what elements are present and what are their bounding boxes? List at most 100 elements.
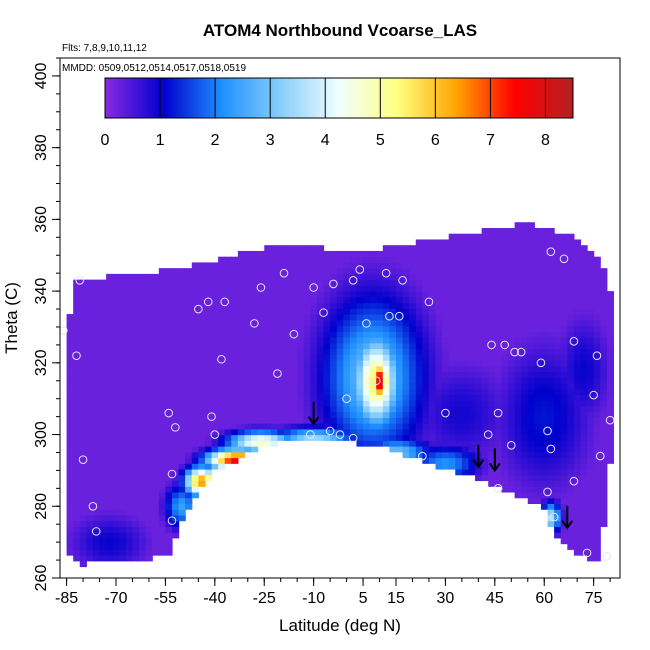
- heatmap-cell: [521, 325, 529, 332]
- heatmap-cell: [455, 354, 463, 361]
- heatmap-cell: [382, 256, 391, 264]
- heatmap-cell: [488, 268, 496, 275]
- heatmap-cell: [573, 423, 582, 430]
- heatmap-cell: [521, 400, 529, 407]
- heatmap-cell: [152, 440, 160, 447]
- heatmap-cell: [527, 434, 535, 441]
- heatmap-cell: [409, 405, 417, 413]
- heatmap-cell: [428, 239, 437, 246]
- heatmap-cell: [139, 377, 147, 384]
- observation-point: [355, 265, 365, 274]
- heatmap-cell: [316, 342, 325, 350]
- heatmap-cell: [376, 250, 384, 258]
- heatmap-cell: [540, 256, 549, 264]
- heatmap-cell: [356, 331, 364, 338]
- heatmap-cell: [145, 388, 153, 395]
- heatmap-cell: [204, 451, 213, 459]
- heatmap-cell: [132, 382, 140, 390]
- heatmap-cell: [560, 256, 568, 264]
- heatmap-cell: [191, 359, 199, 367]
- heatmap-cell: [323, 325, 331, 332]
- observation-point: [75, 276, 85, 285]
- heatmap-cell: [488, 233, 496, 241]
- heatmap-cell: [402, 314, 410, 321]
- heatmap-cell: [501, 354, 509, 361]
- observation-point: [220, 297, 230, 307]
- heatmap-cell: [349, 377, 358, 384]
- heatmap-cell: [172, 308, 180, 315]
- observation-point: [559, 254, 569, 264]
- heatmap-cell: [580, 549, 588, 556]
- heatmap-cell: [540, 227, 549, 235]
- heatmap-cell: [218, 417, 226, 424]
- heatmap-cell: [475, 359, 483, 367]
- colorbar-swatch: [190, 78, 194, 118]
- heatmap-cell: [363, 365, 371, 373]
- heatmap-cell: [442, 428, 450, 436]
- heatmap-cell: [112, 325, 120, 332]
- y-tick-label: 260: [33, 565, 50, 592]
- observation-point: [167, 516, 177, 525]
- heatmap-cell: [79, 491, 87, 499]
- heatmap-cell: [435, 262, 443, 269]
- heatmap-cell: [540, 411, 549, 418]
- heatmap-cell: [185, 308, 193, 315]
- heatmap-cell: [257, 359, 265, 367]
- heatmap-cell: [376, 342, 384, 350]
- heatmap-cell: [573, 273, 582, 281]
- heatmap-cell: [125, 337, 134, 344]
- heatmap-cell: [514, 262, 522, 269]
- heatmap-cell: [191, 314, 199, 321]
- heatmap-cell: [455, 348, 463, 355]
- heatmap-cell: [593, 302, 601, 309]
- heatmap-cell: [369, 319, 377, 327]
- heatmap-cell: [165, 503, 173, 510]
- heatmap-cell: [587, 400, 595, 407]
- heatmap-cell: [165, 325, 173, 332]
- heatmap-cell: [356, 400, 364, 407]
- heatmap-cell: [231, 457, 239, 464]
- heatmap-cell: [481, 268, 489, 275]
- heatmap-cell: [237, 319, 246, 327]
- heatmap-cell: [560, 233, 568, 241]
- heatmap-cell: [330, 331, 338, 338]
- heatmap-cell: [277, 319, 285, 327]
- heatmap-cell: [172, 446, 180, 453]
- heatmap-cell: [66, 388, 74, 395]
- heatmap-cell: [66, 434, 74, 441]
- heatmap-cell: [112, 446, 120, 453]
- heatmap-cell: [310, 348, 318, 355]
- flights-annotation: Flts: 7,8,9,10,11,12: [62, 43, 147, 54]
- heatmap-cell: [257, 302, 265, 309]
- heatmap-cell: [382, 291, 391, 298]
- heatmap-cell: [165, 537, 173, 545]
- heatmap-cell: [593, 555, 601, 562]
- heatmap-cell: [211, 423, 219, 430]
- heatmap-cell: [593, 537, 601, 545]
- heatmap-cell: [132, 296, 140, 304]
- heatmap-cell: [560, 428, 568, 436]
- heatmap-cell: [547, 233, 555, 241]
- heatmap-cell: [139, 463, 147, 470]
- heatmap-cell: [514, 273, 522, 281]
- heatmap-cell: [152, 388, 160, 395]
- heatmap-cell: [442, 296, 450, 304]
- colorbar-swatch: [289, 78, 293, 118]
- heatmap-cell: [336, 296, 344, 304]
- heatmap-cell: [251, 440, 259, 447]
- heatmap-cell: [290, 348, 298, 355]
- heatmap-cell: [435, 239, 443, 246]
- heatmap-cell: [442, 463, 450, 470]
- heatmap-cell: [389, 428, 397, 436]
- heatmap-cell: [172, 428, 180, 436]
- heatmap-cell: [79, 428, 87, 436]
- colorbar-swatch: [350, 78, 354, 118]
- heatmap-cell: [277, 428, 285, 436]
- heatmap-cell: [79, 302, 87, 309]
- heatmap-cell: [132, 394, 140, 401]
- colorbar-swatch: [261, 78, 266, 118]
- heatmap-cell: [593, 394, 601, 401]
- heatmap-cell: [422, 245, 430, 252]
- colorbar-swatch: [520, 78, 524, 118]
- heatmap-cell: [593, 446, 601, 453]
